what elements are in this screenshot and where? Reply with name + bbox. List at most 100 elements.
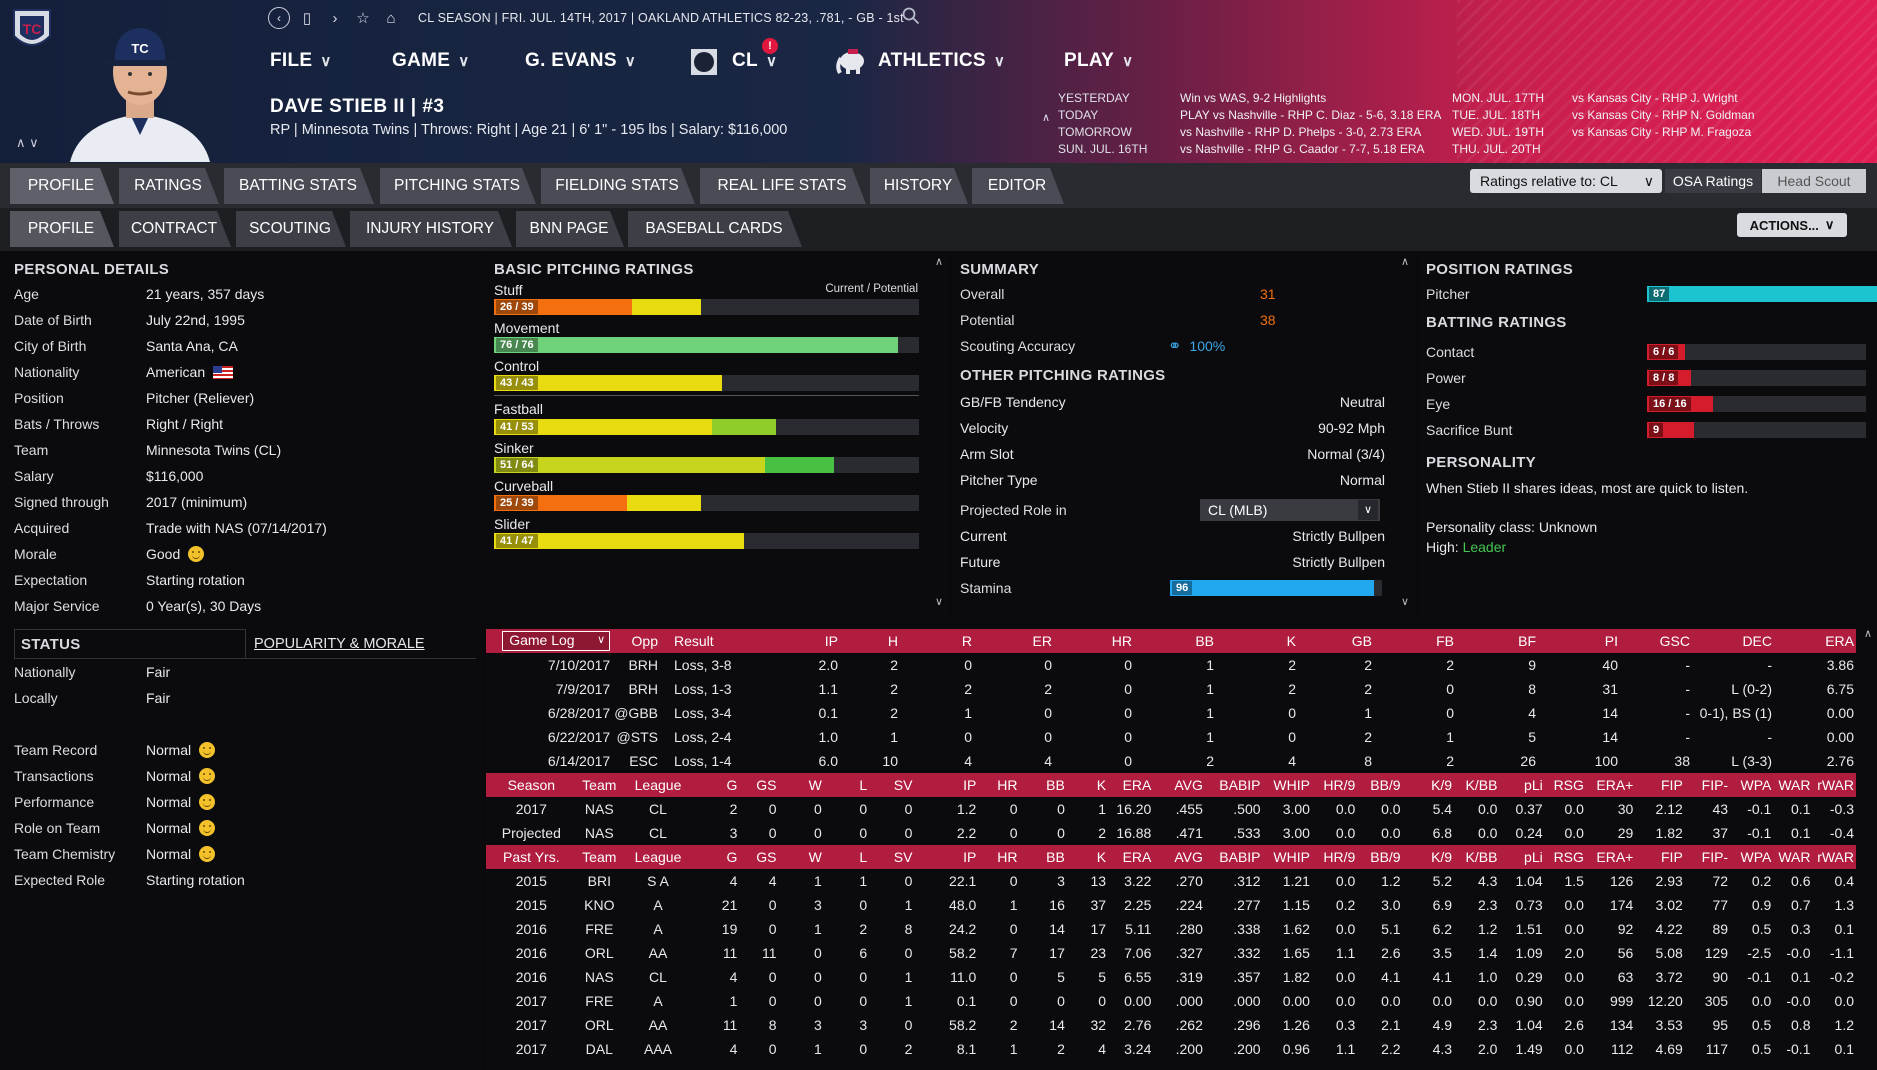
menu-manager[interactable]: G. EVANS ∨ [525, 50, 636, 72]
star-icon[interactable]: ☆ [356, 10, 370, 27]
table-header-cell[interactable]: FIP [1635, 773, 1685, 797]
table-header-cell[interactable]: WHIP [1262, 845, 1312, 869]
table-header-cell[interactable]: IP [914, 773, 979, 797]
tab-status[interactable]: STATUS [14, 629, 246, 658]
tab-ratings[interactable]: RATINGS [119, 168, 219, 204]
team-logo-icon[interactable]: TC [10, 6, 54, 54]
table-header-cell[interactable]: K/9 [1402, 773, 1455, 797]
table-row[interactable]: 2016 FRE A 19 0 1 2 8 24.2 0 14 17 5.11 .280 .338 1.62 0… [486, 917, 1856, 941]
table-row[interactable]: 2017 ORL AA 11 8 3 3 0 58.2 2 14 32 2.76 .262 .296 1.26… [486, 1013, 1856, 1037]
tab-popularity-morale[interactable]: POPULARITY & MORALE [254, 636, 425, 652]
schedule-row[interactable]: YESTERDAY Win vs WAS, 9-2 Highlights [1058, 90, 1441, 107]
schedule-row[interactable]: TUE. JUL. 18TH vs Kansas City - RHP N. Go… [1452, 107, 1755, 124]
table-header-cell[interactable]: K [1066, 773, 1109, 797]
table-header-cell[interactable]: IP [914, 845, 979, 869]
table-header-cell[interactable]: K [1216, 629, 1298, 653]
table-header-cell[interactable]: DEC [1692, 629, 1774, 653]
table-header-cell[interactable]: BF [1456, 629, 1538, 653]
table-header-cell[interactable]: K/9 [1402, 845, 1455, 869]
table-row[interactable]: 2015 BRI S A 4 4 1 1 0 22.1 0 3 13 3.22 .270 .312 1.21 0… [486, 869, 1856, 893]
table-header-cell[interactable]: HR [978, 845, 1020, 869]
table-header-cell[interactable]: FB [1374, 629, 1456, 653]
table-header-cell[interactable]: WPA [1730, 773, 1774, 797]
prev-next-player-arrows[interactable]: ∧ ∨ [16, 135, 39, 150]
schedule-row[interactable]: THU. JUL. 20TH [1452, 141, 1755, 158]
tab-editor[interactable]: EDITOR [972, 168, 1064, 204]
table-header-cell[interactable]: RSG [1544, 773, 1586, 797]
table-header-cell[interactable]: RSG [1544, 845, 1586, 869]
table-header-cell[interactable]: SV [869, 773, 915, 797]
table-header-cell[interactable]: rWAR [1812, 773, 1856, 797]
table-row[interactable]: 2016 NAS CL 4 0 0 0 1 11.0 0 5 5 6.55 .319 .357 1.82 0.0… [486, 965, 1856, 989]
table-header-cell[interactable]: Past Yrs. [486, 845, 577, 869]
table-row[interactable]: Projected NAS CL 3 0 0 0 0 2.2 0 0 2 16.88 .471 .533 3.… [486, 821, 1856, 845]
table-row[interactable]: 6/14/2017 ESC Loss, 1-4 6.0 10 4 4 0 2 4 8 2 26 100 38… [486, 749, 1856, 773]
ratings-relative-dropdown[interactable]: Ratings relative to: CL ∨ [1470, 169, 1662, 193]
table-header-cell[interactable]: ERA [1108, 845, 1154, 869]
actions-dropdown[interactable]: ACTIONS... ∨ [1737, 213, 1847, 237]
table-header-cell[interactable]: WHIP [1262, 773, 1312, 797]
forward-icon[interactable]: › [332, 9, 338, 27]
back-icon[interactable]: ‹ [268, 7, 290, 29]
table-header-cell[interactable]: FIP- [1684, 845, 1731, 869]
table-header-cell[interactable]: rWAR [1812, 845, 1856, 869]
table-header-cell[interactable]: H [840, 629, 900, 653]
tab-history[interactable]: HISTORY [870, 168, 968, 204]
table-header-cell[interactable]: FIP [1635, 845, 1685, 869]
schedule-row[interactable]: SUN. JUL. 16TH vs Nashville - RHP G. Caad… [1058, 141, 1441, 158]
table-header-cell[interactable]: K [1066, 845, 1109, 869]
table-header-cell[interactable]: GS [739, 845, 779, 869]
table-row[interactable]: 2017 DAL AAA 4 0 1 0 2 8.1 1 2 4 3.24 .200 .200 0.96 1.1… [486, 1037, 1856, 1061]
table-row[interactable]: 2016 ORL AA 11 11 0 6 0 58.2 7 17 23 7.06 .327 .332 1.6… [486, 941, 1856, 965]
table-header-cell[interactable]: Opp [612, 629, 660, 653]
table-header-cell[interactable]: R [900, 629, 974, 653]
table-header-cell[interactable]: GS [739, 773, 779, 797]
subtab-injury-history[interactable]: INJURY HISTORY [350, 211, 512, 247]
table-row[interactable]: 2015 KNO A 21 0 3 0 1 48.0 1 16 37 2.25 .224 .277 1.15 0… [486, 893, 1856, 917]
menu-play[interactable]: PLAY ∨ [1064, 50, 1133, 72]
table-row[interactable]: 2017 FRE A 1 0 0 0 1 0.1 0 0 0 0.00 .000 .000 0.00 0.0 0.… [486, 989, 1856, 1013]
table-header-cell[interactable]: WAR [1773, 773, 1813, 797]
subtab-bnn-page[interactable]: BNN PAGE [516, 211, 624, 247]
table-header-cell[interactable]: League [621, 773, 695, 797]
tab-real-life-stats[interactable]: REAL LIFE STATS [700, 168, 866, 204]
table-header-cell[interactable]: WAR [1773, 845, 1813, 869]
table-header-cell[interactable]: Team [576, 773, 622, 797]
table-header-cell[interactable]: K/BB [1454, 845, 1500, 869]
table-header-cell[interactable]: Game Log ∨ [486, 629, 613, 653]
tab-batting-stats[interactable]: BATTING STATS [224, 168, 374, 204]
table-header-cell[interactable]: K/BB [1454, 773, 1500, 797]
projected-role-dropdown[interactable]: CL (MLB) ∨ [1200, 499, 1380, 521]
schedule-row[interactable]: TOMORROW vs Nashville - RHP D. Phelps - 3… [1058, 124, 1441, 141]
table-header-cell[interactable]: GB [1298, 629, 1374, 653]
table-header-cell[interactable]: SV [869, 845, 915, 869]
table-header-cell[interactable]: IP [742, 629, 840, 653]
table-header-cell[interactable]: G [694, 773, 740, 797]
table-header-cell[interactable]: BABIP [1204, 773, 1263, 797]
tab-profile[interactable]: PROFILE [10, 168, 114, 204]
table-header-cell[interactable]: BB [1019, 845, 1067, 869]
subtab-scouting[interactable]: SCOUTING [236, 211, 346, 247]
table-row[interactable]: 7/9/2017 BRH Loss, 1-3 1.1 2 2 2 0 1 2 2 0 8 31 - L (0-… [486, 677, 1856, 701]
home-icon[interactable]: ⌂ [386, 9, 396, 27]
search-icon[interactable] [902, 7, 920, 25]
head-scout-button[interactable]: Head Scout [1762, 169, 1866, 193]
table-header-cell[interactable]: G [694, 845, 740, 869]
table-header-cell[interactable]: AVG [1153, 845, 1205, 869]
table-header-cell[interactable]: pLi [1499, 845, 1545, 869]
table-header-cell[interactable]: WPA [1730, 845, 1774, 869]
table-header-cell[interactable]: HR [1054, 629, 1134, 653]
table-header-cell[interactable]: BABIP [1204, 845, 1263, 869]
table-header-cell[interactable]: GSC [1620, 629, 1692, 653]
table-header-cell[interactable]: BB [1134, 629, 1216, 653]
table-row[interactable]: 2017 NAS CL 2 0 0 0 0 1.2 0 0 1 16.20 .455 .500 3.00 0.0… [486, 797, 1856, 821]
schedule-row[interactable]: MON. JUL. 17TH vs Kansas City - RHP J. Wr… [1452, 90, 1755, 107]
scroll-down-icon[interactable]: ∨ [934, 596, 944, 608]
table-header-cell[interactable]: AVG [1153, 773, 1205, 797]
table-header-cell[interactable]: ERA [1108, 773, 1154, 797]
table-row[interactable]: 6/22/2017 @STS Loss, 2-4 1.0 1 0 0 0 1 0 2 1 5 14 - - 0.… [486, 725, 1856, 749]
tab-fielding-stats[interactable]: FIELDING STATS [541, 168, 695, 204]
tab-pitching-stats[interactable]: PITCHING STATS [380, 168, 536, 204]
table-header-cell[interactable]: HR/9 [1311, 773, 1358, 797]
schedule-row[interactable]: WED. JUL. 19TH vs Kansas City - RHP M. Fr… [1452, 124, 1755, 141]
